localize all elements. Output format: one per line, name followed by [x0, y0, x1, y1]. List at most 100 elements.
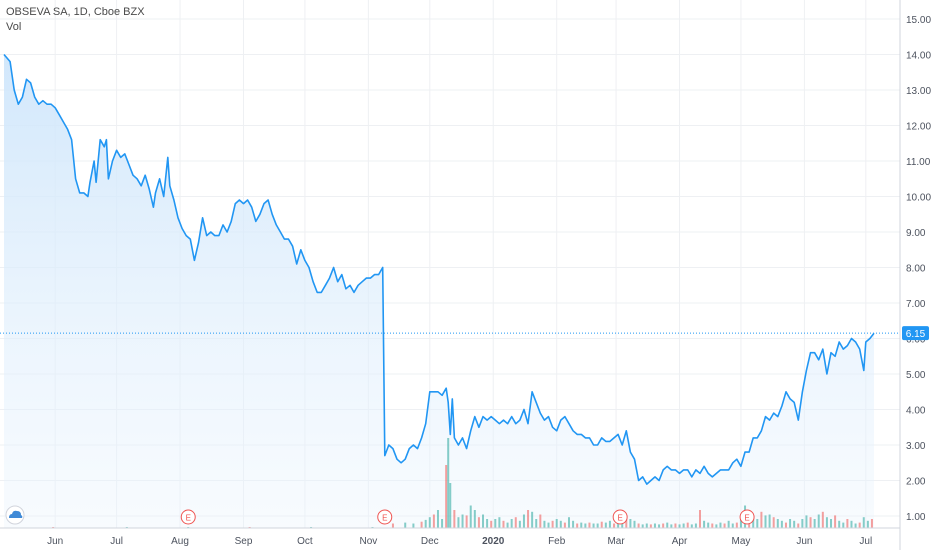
- earnings-marker[interactable]: E: [612, 509, 628, 525]
- x-tick-label: Jul: [859, 536, 872, 547]
- earnings-marker-circle: [377, 509, 393, 525]
- volume-bar: [453, 510, 456, 528]
- volume-bar: [731, 523, 734, 528]
- x-tick-label: Nov: [359, 536, 377, 547]
- y-tick-label: 10.00: [906, 193, 931, 204]
- volume-bar: [535, 519, 538, 528]
- volume-bar: [629, 519, 632, 528]
- last-price-label: 6.15: [906, 329, 926, 340]
- earnings-marker-label: E: [382, 514, 387, 523]
- volume-bar: [825, 517, 828, 528]
- y-tick-label: 11.00: [906, 157, 931, 168]
- y-tick-label: 4.00: [906, 406, 926, 417]
- volume-bar: [670, 524, 673, 528]
- earnings-marker-label: E: [744, 514, 749, 523]
- earnings-marker[interactable]: E: [739, 509, 755, 525]
- x-tick-label: Feb: [548, 536, 566, 547]
- volume-bar: [527, 510, 530, 528]
- volume-bar: [584, 523, 587, 528]
- volume-bar: [862, 517, 865, 528]
- volume-bar: [838, 520, 841, 528]
- volume-bar: [850, 520, 853, 528]
- y-tick-label: 14.00: [906, 51, 931, 62]
- volume-bar: [719, 522, 722, 528]
- volume-bar: [461, 514, 464, 528]
- volume-bar: [457, 517, 460, 528]
- volume-bar: [576, 523, 579, 528]
- volume-bar: [539, 514, 542, 528]
- volume-bar: [711, 523, 714, 528]
- price-line[interactable]: [3, 53, 875, 485]
- volume-bar: [391, 523, 394, 528]
- volume-bar: [510, 519, 513, 528]
- x-tick-label: Jun: [796, 536, 812, 547]
- volume-bar: [432, 514, 435, 528]
- volume-bar: [473, 510, 476, 528]
- volume-bar: [842, 522, 845, 528]
- last-price-badge[interactable]: [902, 326, 929, 341]
- volume-bar: [567, 517, 570, 528]
- volume-bar: [604, 522, 607, 528]
- volume-bar: [494, 519, 497, 528]
- volume-bar: [420, 521, 423, 528]
- volume-bar: [805, 515, 808, 528]
- x-tick-label: Oct: [297, 536, 313, 547]
- earnings-marker[interactable]: E: [180, 509, 196, 525]
- x-tick-label: Jul: [110, 536, 123, 547]
- volume-bar: [760, 511, 763, 528]
- volume-bar: [776, 519, 779, 528]
- volume-bar: [813, 519, 816, 528]
- volume-bar: [506, 522, 509, 528]
- volume-bar: [699, 510, 701, 528]
- volume-bar: [551, 520, 554, 528]
- volume-bar: [412, 523, 415, 528]
- symbol-title[interactable]: OBSEVA SA, 1D, Cboe BZX: [6, 6, 145, 18]
- volume-bar: [486, 519, 489, 528]
- volume-bar: [449, 483, 452, 528]
- earnings-marker-label: E: [186, 514, 191, 523]
- volume-bar: [653, 523, 656, 528]
- earnings-marker[interactable]: E: [377, 509, 393, 525]
- volume-bar: [445, 465, 448, 528]
- y-tick-label: 1.00: [906, 512, 926, 523]
- volume-bar: [830, 519, 833, 528]
- volume-bar: [588, 522, 591, 528]
- x-tick-label: Jun: [47, 536, 63, 547]
- volume-bar: [715, 524, 718, 528]
- volume-bar: [572, 520, 575, 528]
- volume-bar: [723, 523, 726, 528]
- price-line-layer[interactable]: [3, 53, 875, 485]
- volume-bar: [514, 517, 517, 528]
- x-tick-label: Mar: [607, 536, 625, 547]
- volume-bar: [666, 522, 669, 528]
- volume-bar: [477, 517, 480, 528]
- volume-bar: [686, 522, 689, 528]
- x-tick-label: Aug: [171, 536, 189, 547]
- volume-bar: [600, 521, 603, 528]
- volume-bar: [756, 519, 759, 528]
- x-tick-label: May: [731, 536, 750, 547]
- y-tick-label: 9.00: [906, 228, 926, 239]
- earnings-marker-label: E: [617, 514, 622, 523]
- tradingview-cloud-icon[interactable]: [5, 505, 25, 525]
- volume-bar: [441, 519, 444, 528]
- volume-bar: [641, 524, 644, 528]
- volume-bar: [674, 523, 677, 528]
- volume-bar: [502, 520, 505, 528]
- volume-bar: [682, 523, 685, 528]
- volume-bar: [752, 517, 755, 528]
- volume-bar: [531, 511, 534, 528]
- volume-label[interactable]: Vol: [6, 21, 22, 33]
- y-tick-label: 2.00: [906, 477, 926, 488]
- volume-bar: [821, 511, 824, 528]
- volume-bar: [694, 523, 697, 528]
- volume-bar: [592, 523, 595, 528]
- volume-bar: [428, 517, 431, 528]
- y-tick-label: 12.00: [906, 122, 931, 133]
- y-tick-label: 5.00: [906, 370, 926, 381]
- volume-bar: [662, 523, 665, 528]
